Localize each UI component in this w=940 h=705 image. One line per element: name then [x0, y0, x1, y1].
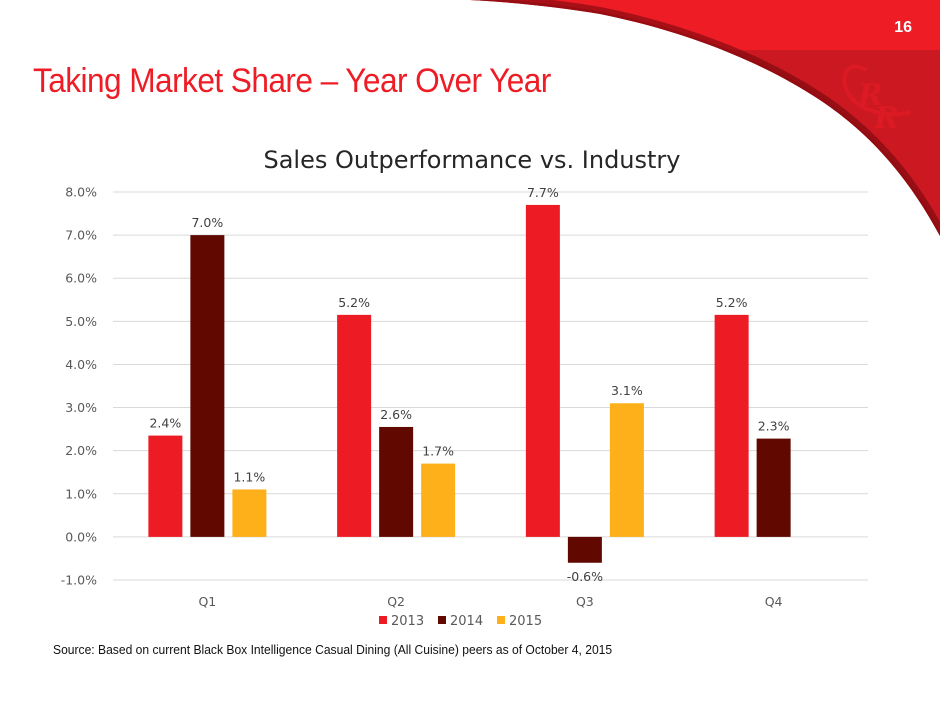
- legend-swatch-2013: [379, 616, 387, 624]
- gridlines: [113, 191, 868, 581]
- bar-2014-q1: [190, 235, 225, 537]
- y-tick-label: 8.0%: [65, 185, 97, 200]
- bar-2015-q1: [232, 489, 267, 537]
- data-label: 2.6%: [380, 407, 412, 422]
- svg-text:R: R: [873, 101, 899, 136]
- data-label: 2.4%: [149, 416, 181, 431]
- y-tick-label: 7.0%: [65, 228, 97, 243]
- legend-label-2014: 2014: [450, 614, 483, 629]
- bar-2014-q3: [567, 536, 602, 563]
- y-tick-label: 1.0%: [65, 486, 97, 501]
- chart-title: Sales Outperformance vs. Industry: [263, 146, 680, 174]
- bar-2015-q2: [421, 463, 456, 537]
- page-number: 16: [894, 19, 912, 36]
- bar-2013-q2: [337, 314, 372, 537]
- slide-title: Taking Market Share – Year Over Year: [33, 62, 551, 100]
- y-tick-label: 3.0%: [65, 400, 97, 415]
- legend-swatch-2014: [438, 616, 446, 624]
- y-tick-label: 6.0%: [65, 271, 97, 286]
- x-axis-ticks: Q1 Q2 Q3 Q4: [198, 594, 782, 609]
- data-label: 7.7%: [527, 185, 559, 200]
- rr-monogram-logo-icon: R R: [842, 64, 911, 136]
- x-tick-label: Q3: [576, 594, 594, 609]
- data-label: 5.2%: [338, 295, 370, 310]
- x-tick-label: Q1: [198, 594, 216, 609]
- bars: [148, 204, 791, 563]
- y-tick-label: 5.0%: [65, 314, 97, 329]
- y-tick-label: 4.0%: [65, 357, 97, 372]
- legend-swatch-2015: [497, 616, 505, 624]
- y-tick-label: 0.0%: [65, 529, 97, 544]
- x-tick-label: Q2: [387, 594, 405, 609]
- data-label: 5.2%: [716, 295, 748, 310]
- bar-2014-q4: [756, 438, 791, 537]
- legend: 2013 2014 2015: [379, 614, 542, 629]
- bar-2013-q1: [148, 435, 183, 537]
- data-label: 3.1%: [611, 383, 643, 398]
- data-label: 2.3%: [758, 419, 790, 434]
- bar-2013-q3: [525, 204, 560, 537]
- bar-2015-q3: [609, 403, 644, 537]
- data-label: 7.0%: [191, 215, 223, 230]
- x-tick-label: Q4: [765, 594, 783, 609]
- legend-label-2015: 2015: [509, 614, 542, 629]
- y-tick-label: 2.0%: [65, 443, 97, 458]
- bar-2013-q4: [714, 314, 749, 537]
- data-labels: 2.4% 7.0% 1.1% 5.2% 2.6% 1.7% 7.7% -0.6% 3.1% 5.2…: [149, 185, 789, 584]
- legend-label-2013: 2013: [391, 614, 424, 629]
- data-label: 1.1%: [233, 469, 265, 484]
- y-axis-ticks: -1.0% 0.0% 1.0% 2.0% 3.0% 4.0% 5.0% 6.0% 7.0% 8.0…: [61, 185, 97, 588]
- data-label: 1.7%: [422, 444, 454, 459]
- bar-2014-q2: [379, 426, 414, 537]
- data-label: -0.6%: [567, 569, 603, 584]
- y-tick-label: -1.0%: [61, 573, 97, 588]
- source-note: Source: Based on current Black Box Intel…: [53, 642, 613, 657]
- svg-text:R: R: [857, 78, 883, 113]
